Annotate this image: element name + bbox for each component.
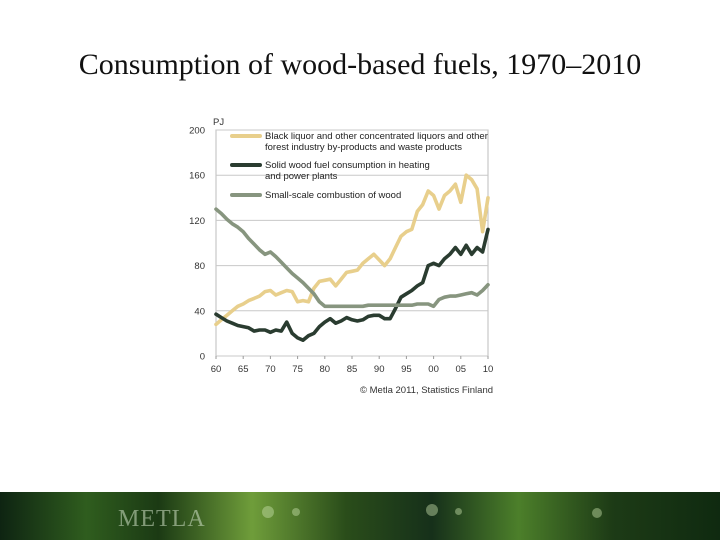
legend-label-1: forest industry by-products and waste pr… <box>265 142 462 153</box>
series-layer <box>214 173 490 342</box>
x-tick-label: 10 <box>483 364 494 375</box>
legend-label-2: Solid wood fuel consumption in heating <box>265 160 430 171</box>
x-tick-label: 85 <box>347 364 358 375</box>
decorative-dot <box>592 508 602 518</box>
slide-title: Consumption of wood-based fuels, 1970–20… <box>78 48 642 81</box>
x-tick-label: 80 <box>320 364 331 375</box>
legend: Black liquor and other concentrated liqu… <box>230 131 488 201</box>
y-axis-unit-label: PJ <box>213 117 224 128</box>
y-tick-label: 160 <box>189 171 205 182</box>
x-tick-label: 00 <box>428 364 439 375</box>
footer-banner: METLA <box>0 492 720 540</box>
legend-label-1: Black liquor and other concentrated liqu… <box>265 131 488 142</box>
y-tick-label: 120 <box>189 216 205 227</box>
y-tick-label: 200 <box>189 126 205 137</box>
y-tick-label: 40 <box>194 306 205 317</box>
x-tick-label: 95 <box>401 364 412 375</box>
decorative-dot <box>292 508 300 516</box>
line-chart: 0 40 80 120 160 200 60 65 70 75 80 85 90 95 00 05 10 Bla… <box>189 117 493 396</box>
x-tick-label: 75 <box>292 364 303 375</box>
y-tick-label: 80 <box>194 261 205 272</box>
x-tick-label: 70 <box>265 364 276 375</box>
legend-label-2: and power plants <box>265 171 338 182</box>
legend-label-3: Small-scale combustion of wood <box>265 190 401 201</box>
series-line-2 <box>214 227 490 342</box>
series-line-3 <box>214 207 490 309</box>
decorative-dot <box>455 508 462 515</box>
series-line-1 <box>214 173 490 327</box>
x-tick-label: 05 <box>456 364 467 375</box>
axis-layer: 0 40 80 120 160 200 60 65 70 75 80 85 90 95 00 05 10 <box>189 126 493 376</box>
metla-logo: METLA <box>118 506 206 532</box>
source-credit: © Metla 2011, Statistics Finland <box>360 385 493 396</box>
y-tick-label: 0 <box>200 352 205 363</box>
decorative-dot <box>262 506 274 518</box>
x-tick-label: 60 <box>211 364 222 375</box>
x-tick-label: 65 <box>238 364 249 375</box>
decorative-dot <box>426 504 438 516</box>
x-tick-label: 90 <box>374 364 385 375</box>
